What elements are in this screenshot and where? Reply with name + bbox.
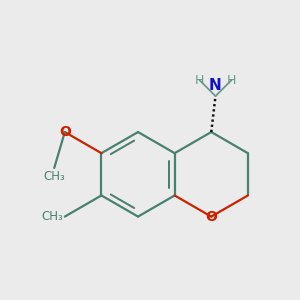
Text: O: O bbox=[205, 210, 217, 224]
Text: H: H bbox=[227, 74, 236, 86]
Text: CH₃: CH₃ bbox=[44, 170, 65, 183]
Text: N: N bbox=[209, 78, 222, 93]
Text: H: H bbox=[195, 74, 204, 86]
Text: O: O bbox=[59, 125, 71, 139]
Text: CH₃: CH₃ bbox=[41, 210, 63, 223]
